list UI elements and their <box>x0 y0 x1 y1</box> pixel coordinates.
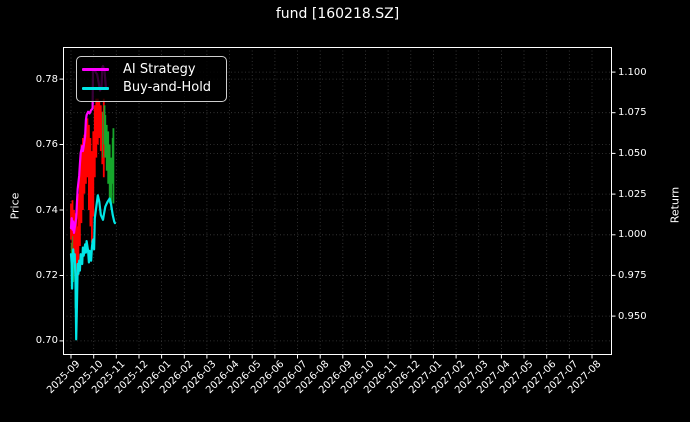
legend-label-ai-strategy: AI Strategy <box>123 61 196 77</box>
plot-area <box>59 47 616 359</box>
return-tick-label: 0.975 <box>618 270 647 281</box>
price-tick-label: 0.72 <box>35 270 58 281</box>
return-tick-label: 1.100 <box>618 67 647 78</box>
price-tick-label: 0.78 <box>35 74 58 85</box>
legend-item-buy-and-hold: Buy-and-Hold <box>82 80 218 96</box>
plot-border <box>63 47 612 355</box>
legend: AI Strategy Buy-and-Hold <box>76 56 227 102</box>
price-tick-label: 0.70 <box>35 335 58 346</box>
return-tick-label: 1.075 <box>618 107 647 118</box>
return-tick-label: 1.000 <box>618 229 647 240</box>
return-tick-label: 0.950 <box>618 311 647 322</box>
price-tick-label: 0.74 <box>35 205 58 216</box>
legend-label-buy-and-hold: Buy-and-Hold <box>123 80 212 96</box>
buy-and-hold-line <box>69 194 117 341</box>
return-tick-label: 1.025 <box>618 189 647 200</box>
buy-and-hold-line-swatch-icon <box>82 86 109 90</box>
return-tick-label: 1.050 <box>618 148 647 159</box>
chart-title: fund [160218.SZ] <box>275 6 400 22</box>
legend-item-ai-strategy: AI Strategy <box>82 62 218 78</box>
ai-strategy-line-swatch-icon <box>82 68 109 72</box>
price-tick-label: 0.76 <box>35 139 58 150</box>
